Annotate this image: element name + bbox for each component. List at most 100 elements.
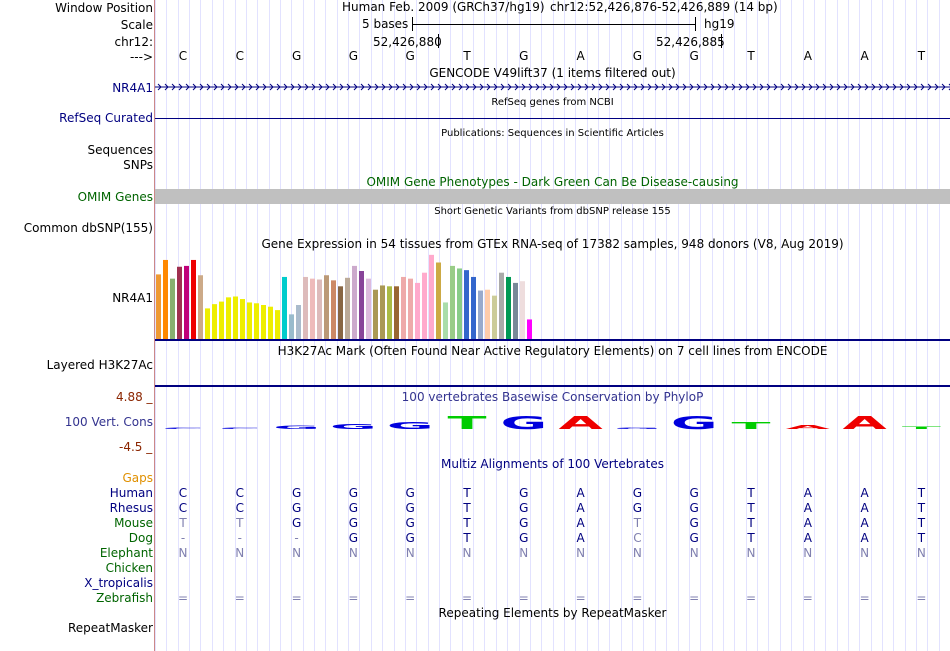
track-label-snps[interactable]: SNPs xyxy=(123,158,153,172)
track-label-vert-cons[interactable]: 100 Vert. Cons xyxy=(64,415,153,429)
alignment-base: G xyxy=(405,531,415,545)
gtex-bar-53[interactable] xyxy=(520,281,525,339)
alignment-base: G xyxy=(519,501,529,515)
assembly-title: Human Feb. 2009 (GRCh37/hg19) xyxy=(342,0,545,14)
gtex-bar-43[interactable] xyxy=(450,265,455,339)
gtex-bar-32[interactable] xyxy=(373,289,378,339)
track-label-omim-genes[interactable]: OMIM Genes xyxy=(77,190,153,204)
gtex-bar-45[interactable] xyxy=(464,270,469,339)
track-label-nr4a1-gencode[interactable]: NR4A1 xyxy=(112,81,153,95)
gtex-bar-34[interactable] xyxy=(387,286,392,339)
alignment-base: - xyxy=(237,531,242,545)
gtex-bar-39[interactable] xyxy=(422,272,427,339)
track-label-sequences[interactable]: Sequences xyxy=(87,143,153,157)
gtex-bar-9[interactable] xyxy=(212,304,217,339)
gtex-bar-22[interactable] xyxy=(303,276,308,339)
base-1: C xyxy=(178,49,188,63)
species-label-chicken[interactable]: Chicken xyxy=(105,561,153,575)
gtex-bar-49[interactable] xyxy=(492,295,497,339)
gtex-bar-40[interactable] xyxy=(429,254,434,339)
gtex-bar-17[interactable] xyxy=(268,306,273,339)
gtex-bar-8[interactable] xyxy=(205,308,210,339)
gtex-bar-26[interactable] xyxy=(331,280,336,339)
alignment-base: G xyxy=(519,531,529,545)
alignment-base: N xyxy=(292,546,302,560)
gtex-bar-11[interactable] xyxy=(226,297,231,339)
track-label-common-dbsnp[interactable]: Common dbSNP(155) xyxy=(23,221,153,235)
gtex-bar-7[interactable] xyxy=(198,275,203,339)
phylop-letter-11: T xyxy=(731,420,770,432)
refseq-feature-line[interactable] xyxy=(155,118,950,119)
phylop-letter-2: C xyxy=(219,427,261,429)
gene-feature-nr4a1[interactable] xyxy=(155,81,950,93)
coordinate-1-tick xyxy=(438,34,439,48)
gtex-bar-25[interactable] xyxy=(324,275,329,339)
track-label-layered-h3k27ac[interactable]: Layered H3K27Ac xyxy=(46,358,153,372)
gtex-bar-28[interactable] xyxy=(345,277,350,339)
species-label-human[interactable]: Human xyxy=(109,486,153,500)
gtex-bar-30[interactable] xyxy=(359,271,364,339)
alignment-base: A xyxy=(576,516,585,530)
gtex-bar-54[interactable] xyxy=(527,319,532,339)
species-label-rhesus[interactable]: Rhesus xyxy=(109,501,153,515)
gtex-bar-4[interactable] xyxy=(177,266,182,339)
gtex-bar-51[interactable] xyxy=(506,276,511,339)
gtex-bar-41[interactable] xyxy=(436,262,441,340)
gtex-bar-13[interactable] xyxy=(240,299,245,339)
alignment-base: N xyxy=(860,546,870,560)
alignment-base: A xyxy=(576,531,585,545)
alignment-base: G xyxy=(348,486,359,500)
label-scale: Scale xyxy=(120,18,153,32)
gtex-bar-14[interactable] xyxy=(247,302,252,339)
gtex-bar-15[interactable] xyxy=(254,303,259,339)
species-label-mouse[interactable]: Mouse xyxy=(114,516,153,530)
species-label-dog[interactable]: Dog xyxy=(128,531,153,545)
base-2: C xyxy=(235,49,244,63)
gtex-bar-42[interactable] xyxy=(443,302,448,339)
gtex-bar-2[interactable] xyxy=(163,259,168,339)
gtex-bar-10[interactable] xyxy=(219,301,224,339)
track-label-nr4a1-gtex[interactable]: NR4A1 xyxy=(112,291,153,305)
gtex-bar-23[interactable] xyxy=(310,278,315,339)
gtex-bar-3[interactable] xyxy=(170,278,175,339)
alignment-base: = xyxy=(575,591,586,605)
gtex-bar-1[interactable] xyxy=(156,274,161,339)
gtex-bar-18[interactable] xyxy=(275,310,280,339)
track-title-gencode: GENCODE V49lift37 (1 items filtered out) xyxy=(429,66,676,80)
base-4: G xyxy=(348,49,359,63)
gtex-bar-19[interactable] xyxy=(282,276,287,339)
species-label-zebrafish[interactable]: Zebrafish xyxy=(96,591,153,605)
omim-feature-bar[interactable] xyxy=(155,189,950,204)
gtex-bar-6[interactable] xyxy=(191,259,196,339)
gtex-bar-27[interactable] xyxy=(338,286,343,339)
alignment-base: A xyxy=(803,516,812,530)
gtex-bar-52[interactable] xyxy=(513,282,518,339)
gtex-bar-33[interactable] xyxy=(380,285,385,339)
track-label-repeatmasker[interactable]: RepeatMasker xyxy=(67,621,153,635)
gtex-bar-35[interactable] xyxy=(394,286,399,339)
alignment-base: A xyxy=(803,486,812,500)
gtex-bar-47[interactable] xyxy=(478,290,483,339)
track-label-refseq-curated[interactable]: RefSeq Curated xyxy=(59,111,153,125)
species-label-elephant[interactable]: Elephant xyxy=(99,546,153,560)
alignment-base: G xyxy=(291,516,302,530)
gtex-bar-12[interactable] xyxy=(233,296,238,340)
gtex-bar-46[interactable] xyxy=(471,276,476,339)
gtex-bar-36[interactable] xyxy=(401,276,406,339)
gtex-bar-21[interactable] xyxy=(296,305,301,339)
gtex-bar-44[interactable] xyxy=(457,268,462,339)
gtex-bar-50[interactable] xyxy=(499,272,504,339)
gtex-bar-20[interactable] xyxy=(289,314,294,339)
gtex-bar-31[interactable] xyxy=(366,278,371,339)
gtex-bar-48[interactable] xyxy=(485,289,490,339)
species-label-x_tropicalis[interactable]: X_tropicalis xyxy=(84,576,153,590)
track-label-gaps[interactable]: Gaps xyxy=(122,471,153,485)
gtex-bar-24[interactable] xyxy=(317,279,322,340)
gtex-bar-29[interactable] xyxy=(352,265,357,339)
gtex-bar-37[interactable] xyxy=(408,278,413,339)
gtex-bar-16[interactable] xyxy=(261,305,266,339)
gtex-bar-5[interactable] xyxy=(184,265,189,339)
gtex-expression-chart[interactable] xyxy=(155,252,535,339)
gtex-bar-38[interactable] xyxy=(415,282,420,339)
